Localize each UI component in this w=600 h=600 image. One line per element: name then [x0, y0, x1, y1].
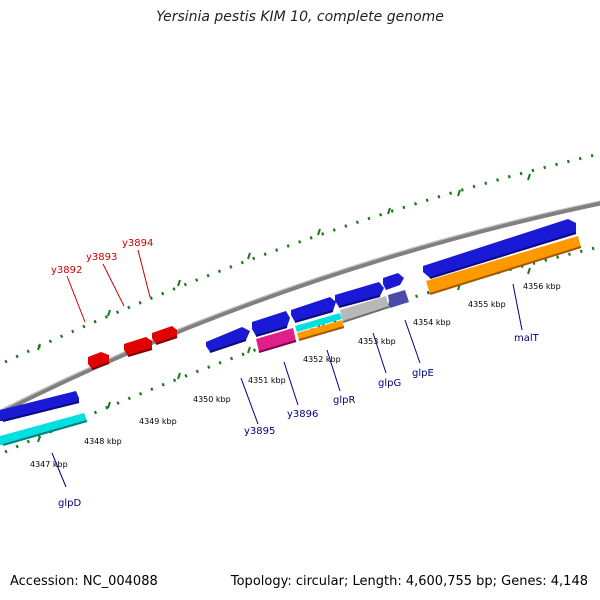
- major-ticks: [37, 173, 531, 443]
- major-tick: [317, 228, 321, 236]
- major-tick: [107, 309, 111, 317]
- reverse-gene-labels: y3892 y3893 y3894: [51, 238, 153, 276]
- scale-label: 4356 kbp: [523, 282, 561, 291]
- gene-y3895-forward[interactable]: [206, 327, 250, 352]
- gene-label-y3893[interactable]: y3893: [86, 252, 117, 263]
- gene-y3896-forward[interactable]: [252, 311, 290, 336]
- major-tick: [387, 207, 391, 215]
- genome-backbone: [0, 200, 600, 416]
- feature-magenta-y3896[interactable]: [256, 328, 296, 352]
- map-title: Yersinia pestis KIM 10, complete genome: [156, 9, 444, 25]
- gene-glpG-forward[interactable]: [335, 282, 384, 307]
- genome-summary: Topology: circular; Length: 4,600,755 bp…: [231, 574, 588, 589]
- gene-glpD-forward[interactable]: [0, 391, 79, 421]
- gene-label-y3896[interactable]: y3896: [287, 409, 318, 420]
- major-tick: [457, 189, 461, 197]
- major-tick: [247, 252, 251, 260]
- feature-navy[interactable]: [388, 290, 409, 308]
- forward-features: [0, 219, 576, 421]
- feature-orange-malT[interactable]: [426, 236, 581, 294]
- upper-tick-track: [4, 153, 596, 364]
- genome-backbone-highlight: [0, 200, 600, 412]
- major-tick: [527, 267, 531, 275]
- major-tick: [177, 279, 181, 287]
- scale-label: 4351 kbp: [248, 376, 286, 385]
- gene-y3894-reverse[interactable]: [152, 326, 177, 344]
- feature-orange-glpR[interactable]: [297, 320, 344, 340]
- gene-y3893-reverse[interactable]: [124, 337, 152, 356]
- scale-label: 4347 kbp: [30, 460, 68, 469]
- feature-gray-glpG[interactable]: [340, 296, 389, 322]
- scale-label: 4353 kbp: [358, 337, 396, 346]
- major-tick: [177, 372, 181, 380]
- major-tick: [107, 401, 111, 409]
- length-value: 4,600,755 bp: [405, 574, 493, 589]
- gene-label-glpD[interactable]: glpD: [58, 498, 81, 509]
- gene-glpR-forward[interactable]: [291, 297, 336, 322]
- gene-glpE-forward[interactable]: [383, 273, 404, 290]
- reverse-leader-lines: [66, 249, 151, 323]
- gene-label-glpG[interactable]: glpG: [378, 378, 401, 389]
- reverse-features: [88, 326, 178, 370]
- topology-prefix: Topology:: [230, 574, 296, 589]
- gene-label-y3895[interactable]: y3895: [244, 426, 275, 437]
- cds-features: [0, 236, 582, 446]
- genes-value: 4,148: [550, 574, 588, 589]
- gene-malT-forward[interactable]: [423, 219, 576, 278]
- scale-label: 4354 kbp: [413, 318, 451, 327]
- topology-value: circular: [295, 574, 344, 589]
- forward-leader-lines: [51, 283, 523, 488]
- scale-labels: 4347 kbp 4348 kbp 4349 kbp 4350 kbp 4351…: [30, 282, 561, 469]
- accession-text: Accession: NC_004088: [10, 574, 158, 589]
- gene-label-malT[interactable]: malT: [514, 333, 540, 344]
- major-tick: [527, 173, 531, 181]
- major-tick: [247, 346, 251, 354]
- gene-label-y3892[interactable]: y3892: [51, 265, 82, 276]
- scale-label: 4350 kbp: [193, 395, 231, 404]
- scale-label: 4355 kbp: [468, 300, 506, 309]
- length-prefix: ; Length:: [343, 574, 406, 589]
- gene-label-glpE[interactable]: glpE: [412, 368, 434, 379]
- feature-cyan-glpD[interactable]: [0, 413, 87, 445]
- scale-label: 4352 kbp: [303, 355, 341, 364]
- scale-label: 4348 kbp: [84, 437, 122, 446]
- gene-label-glpR[interactable]: glpR: [333, 395, 355, 406]
- forward-gene-labels: glpD y3895 y3896 glpR glpG glpE malT: [58, 333, 540, 509]
- scale-label: 4349 kbp: [139, 417, 177, 426]
- feature-shadows: [2, 232, 577, 422]
- genes-prefix: ; Genes:: [492, 574, 551, 589]
- major-tick: [37, 435, 41, 443]
- gene-label-y3894[interactable]: y3894: [122, 238, 153, 249]
- major-tick: [37, 343, 41, 351]
- feature-cyan-glpR[interactable]: [295, 313, 342, 332]
- lower-tick-track: [4, 246, 596, 454]
